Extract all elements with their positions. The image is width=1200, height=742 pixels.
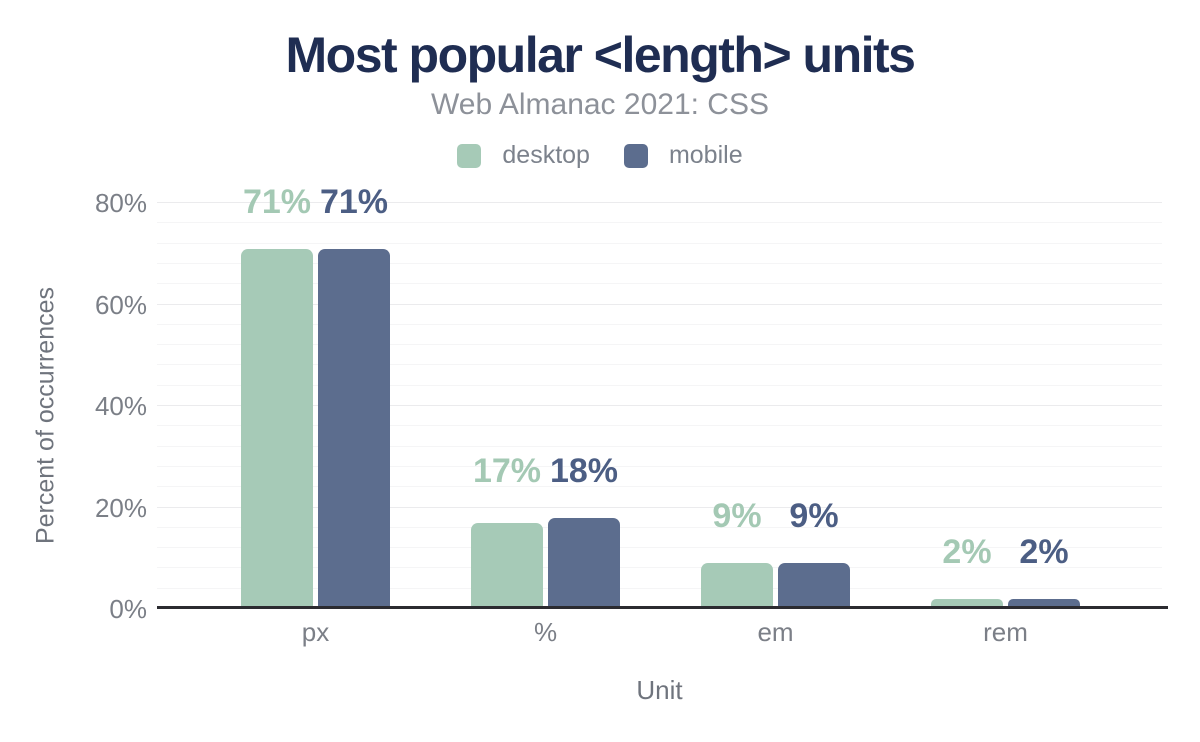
y-tick-label-60: 60% xyxy=(94,289,147,320)
bar-group-rem: 2% 2% xyxy=(931,203,1080,609)
y-tick-label-40: 40% xyxy=(94,391,147,421)
legend-label-desktop: desktop xyxy=(502,141,590,169)
x-category-label-rem: rem xyxy=(983,617,1028,647)
bar-mobile-px xyxy=(318,248,390,609)
chart-subtitle: Web Almanac 2021: CSS xyxy=(431,88,769,121)
major-gridline-20 xyxy=(157,506,1162,508)
bar-group-px: 71% 71% xyxy=(241,185,390,609)
bar-mobile-rem xyxy=(1008,598,1080,609)
bar-mobile-em xyxy=(778,563,850,609)
x-category-label-px: px xyxy=(301,617,330,647)
value-label-mobile-px: 71% xyxy=(319,182,389,221)
major-gridline-60 xyxy=(157,303,1162,305)
legend: desktop mobile xyxy=(0,141,1200,170)
minor-gridline-48 xyxy=(157,364,1162,366)
minor-gridline-52 xyxy=(157,344,1162,346)
bar-group-em: 9% 9% xyxy=(701,203,850,609)
minor-gridline-28 xyxy=(157,465,1162,467)
x-axis-line xyxy=(157,606,1168,609)
legend-label-mobile: mobile xyxy=(668,141,743,169)
legend-swatch-mobile xyxy=(623,143,648,168)
y-tick-label-20: 20% xyxy=(94,492,147,523)
minor-gridline-8 xyxy=(157,567,1162,569)
value-label-desktop-em: 9% xyxy=(712,497,762,536)
minor-gridline-32 xyxy=(157,445,1162,447)
minor-gridline-16 xyxy=(157,526,1162,528)
value-label-mobile-em: 9% xyxy=(789,497,839,536)
major-gridline-80 xyxy=(157,202,1162,203)
bar-desktop-rem xyxy=(931,598,1003,609)
x-category-label-%: % xyxy=(533,617,558,647)
legend-swatch-desktop xyxy=(457,143,482,168)
chart-title: Most popular <length> units xyxy=(285,27,916,83)
y-tick-label-80: 80% xyxy=(94,188,147,218)
minor-gridline-24 xyxy=(157,486,1162,488)
minor-gridline-76 xyxy=(157,222,1162,224)
minor-gridline-68 xyxy=(157,262,1162,264)
x-axis-title: Unit xyxy=(636,675,683,705)
bar-desktop-em xyxy=(701,563,773,609)
bar-desktop-% xyxy=(471,522,543,609)
plot-area: 71% 71% 17% 18% 9% 9% 2% 2% xyxy=(157,185,1162,609)
y-tick-label-0: 0% xyxy=(109,594,147,624)
minor-gridline-72 xyxy=(157,242,1162,244)
legend-item-mobile: mobile xyxy=(623,141,743,170)
bar-group-%: 17% 18% xyxy=(471,203,620,609)
minor-gridline-64 xyxy=(157,283,1162,285)
value-label-mobile-rem: 2% xyxy=(1019,532,1069,571)
value-label-desktop-px: 71% xyxy=(242,182,312,221)
minor-gridline-12 xyxy=(157,547,1162,549)
minor-gridline-44 xyxy=(157,384,1162,386)
minor-gridline-36 xyxy=(157,425,1162,427)
minor-gridline-4 xyxy=(157,587,1162,589)
minor-gridline-56 xyxy=(157,323,1162,325)
bar-mobile-% xyxy=(548,517,620,609)
value-label-desktop-rem: 2% xyxy=(942,532,992,571)
value-label-mobile-%: 18% xyxy=(549,451,619,490)
x-category-label-em: em xyxy=(757,617,794,647)
legend-item-desktop: desktop xyxy=(457,141,590,170)
value-label-desktop-%: 17% xyxy=(472,451,542,490)
major-gridline-40 xyxy=(157,405,1162,406)
bar-desktop-px xyxy=(241,248,313,609)
